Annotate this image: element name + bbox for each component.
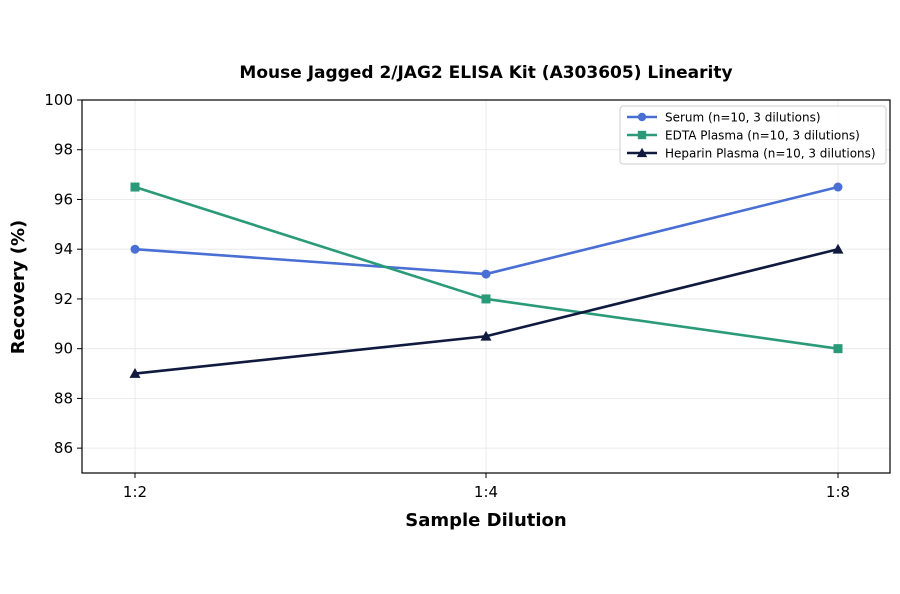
grid-lines [82,100,890,473]
y-tick-label: 98 [54,141,73,159]
legend-label: Heparin Plasma (n=10, 3 dilutions) [665,147,876,161]
y-tick-label: 100 [44,91,73,109]
circle-marker [481,269,491,279]
legend-label: Serum (n=10, 3 dilutions) [665,111,821,125]
series-2 [130,182,843,354]
legend-entry: EDTA Plasma (n=10, 3 dilutions) [627,129,860,143]
series-line [134,185,839,350]
x-tick-label: 1:4 [474,483,498,501]
triangle-marker [832,243,844,254]
y-tick-label: 94 [54,240,73,258]
square-marker [130,182,140,192]
triangle-marker [129,368,141,378]
triangle-marker [480,330,492,341]
circle-marker [637,112,647,122]
square-marker [637,130,647,140]
legend-entry: Serum (n=10, 3 dilutions) [627,111,821,125]
series-lines [129,182,844,378]
legend: Serum (n=10, 3 dilutions) EDTA Plasma (n=… [619,105,887,165]
y-tick-label: 92 [54,290,73,308]
series-1 [130,182,843,279]
x-tick-label: 1:8 [826,483,850,501]
legend-entry: Heparin Plasma (n=10, 3 dilutions) [627,147,876,161]
axis-ticks: 86 88 90 92 94 96 98 100 1:2 1:4 1:8 [44,91,850,501]
y-axis-label: Recovery (%) [8,220,29,354]
triangle-marker [636,147,648,158]
chart-title: Mouse Jagged 2/JAG2 ELISA Kit (A303605) … [239,63,732,83]
series-line [134,185,839,276]
x-tick-label: 1:2 [123,483,147,501]
y-tick-label: 86 [54,439,73,457]
legend-label: EDTA Plasma (n=10, 3 dilutions) [665,129,860,143]
square-marker [833,344,843,354]
circle-marker [833,182,843,192]
circle-marker [130,244,140,254]
x-axis-label: Sample Dilution [405,510,566,531]
y-tick-label: 96 [54,190,73,208]
legend-box [619,105,887,165]
y-tick-label: 88 [54,389,73,407]
series-3 [129,243,844,378]
y-tick-label: 90 [54,340,73,358]
series-line [134,247,839,375]
square-marker [481,294,491,304]
